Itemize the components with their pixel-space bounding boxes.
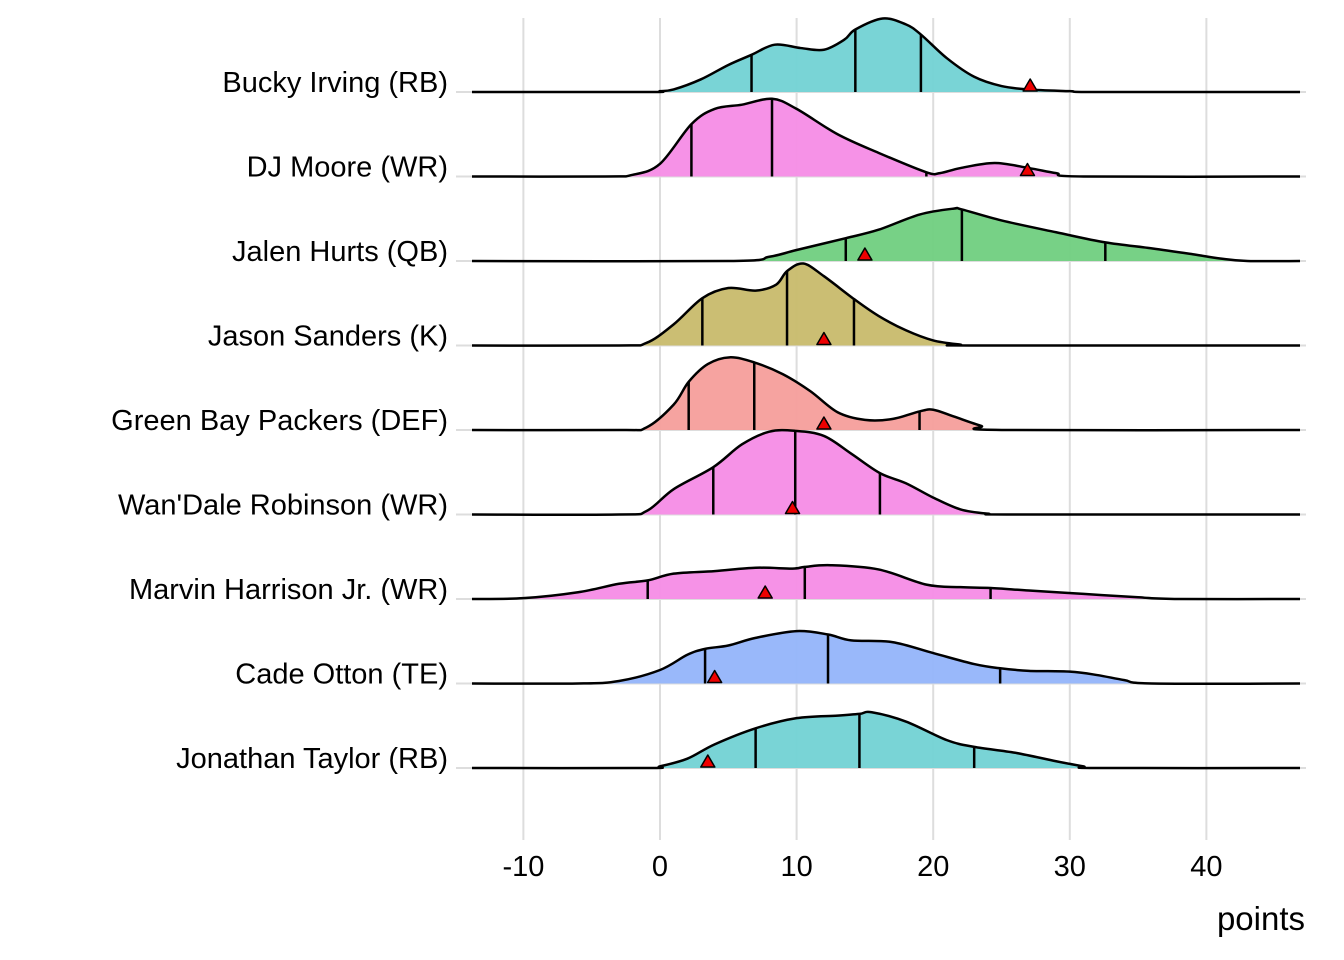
x-tick-label: 30	[1054, 851, 1086, 883]
x-axis-ticks: -10 0 10 20 30 40	[502, 851, 1222, 883]
x-tick-label: -10	[502, 851, 544, 883]
ridge-jonathan-taylor-rb	[471, 710, 1301, 770]
density-area	[472, 98, 1300, 177]
y-axis-labels: Bucky Irving (RB) DJ Moore (WR) Jalen Hurt…	[111, 67, 448, 775]
actual-points-marker	[784, 500, 801, 515]
density-outline	[471, 356, 1301, 432]
y-axis-label: Wan'Dale Robinson (WR)	[118, 490, 448, 522]
ridge-bucky-irving-rb	[471, 17, 1301, 94]
y-axis-label: Jason Sanders (K)	[208, 321, 448, 353]
density-area	[472, 631, 1300, 684]
actual-points-marker	[700, 754, 716, 768]
ridges	[471, 17, 1301, 770]
density-outline	[471, 97, 1301, 179]
density-area	[472, 207, 1300, 262]
y-axis-label: Jalen Hurts (QB)	[232, 236, 448, 268]
density-area	[472, 711, 1300, 769]
density-area	[472, 430, 1300, 515]
density-area	[472, 263, 1300, 346]
x-tick-label: 0	[652, 851, 668, 883]
ridge-jason-sanders-k	[471, 262, 1301, 347]
density-outline	[471, 710, 1301, 770]
ridge-marvin-harrison-jr-wr	[471, 563, 1301, 601]
x-tick-label: 40	[1190, 851, 1222, 883]
density-outline	[471, 206, 1301, 263]
density-outline	[471, 428, 1301, 516]
x-tick-label: 10	[780, 851, 812, 883]
x-tick-label: 20	[917, 851, 949, 883]
y-axis-label: Bucky Irving (RB)	[222, 67, 448, 99]
density-outline	[471, 563, 1301, 601]
y-axis-label: Jonathan Taylor (RB)	[176, 743, 448, 775]
x-axis-title: points	[1217, 900, 1305, 937]
actual-points-marker	[816, 416, 832, 430]
density-area	[472, 357, 1300, 431]
ridge-wan-dale-robinson-wr	[471, 428, 1301, 516]
y-axis-label: Marvin Harrison Jr. (WR)	[129, 574, 448, 606]
actual-points-marker	[857, 247, 873, 261]
y-axis-label: Green Bay Packers (DEF)	[111, 405, 448, 437]
ridge-cade-otton-te	[471, 629, 1301, 685]
y-axis-label: DJ Moore (WR)	[247, 152, 448, 184]
actual-points-marker	[757, 585, 773, 599]
ridge-green-bay-packers-def	[471, 356, 1301, 432]
actual-points-marker	[816, 331, 832, 346]
actual-points-marker	[706, 669, 723, 684]
density-outline	[471, 262, 1301, 347]
y-axis-label: Cade Otton (TE)	[235, 659, 448, 691]
density-outline	[471, 629, 1301, 685]
actual-points-marker	[1022, 78, 1038, 92]
density-area	[472, 18, 1300, 93]
actual-points-marker	[1019, 162, 1036, 177]
ridge-jalen-hurts-qb	[471, 206, 1301, 263]
ridge-dj-moore-wr	[471, 97, 1301, 179]
